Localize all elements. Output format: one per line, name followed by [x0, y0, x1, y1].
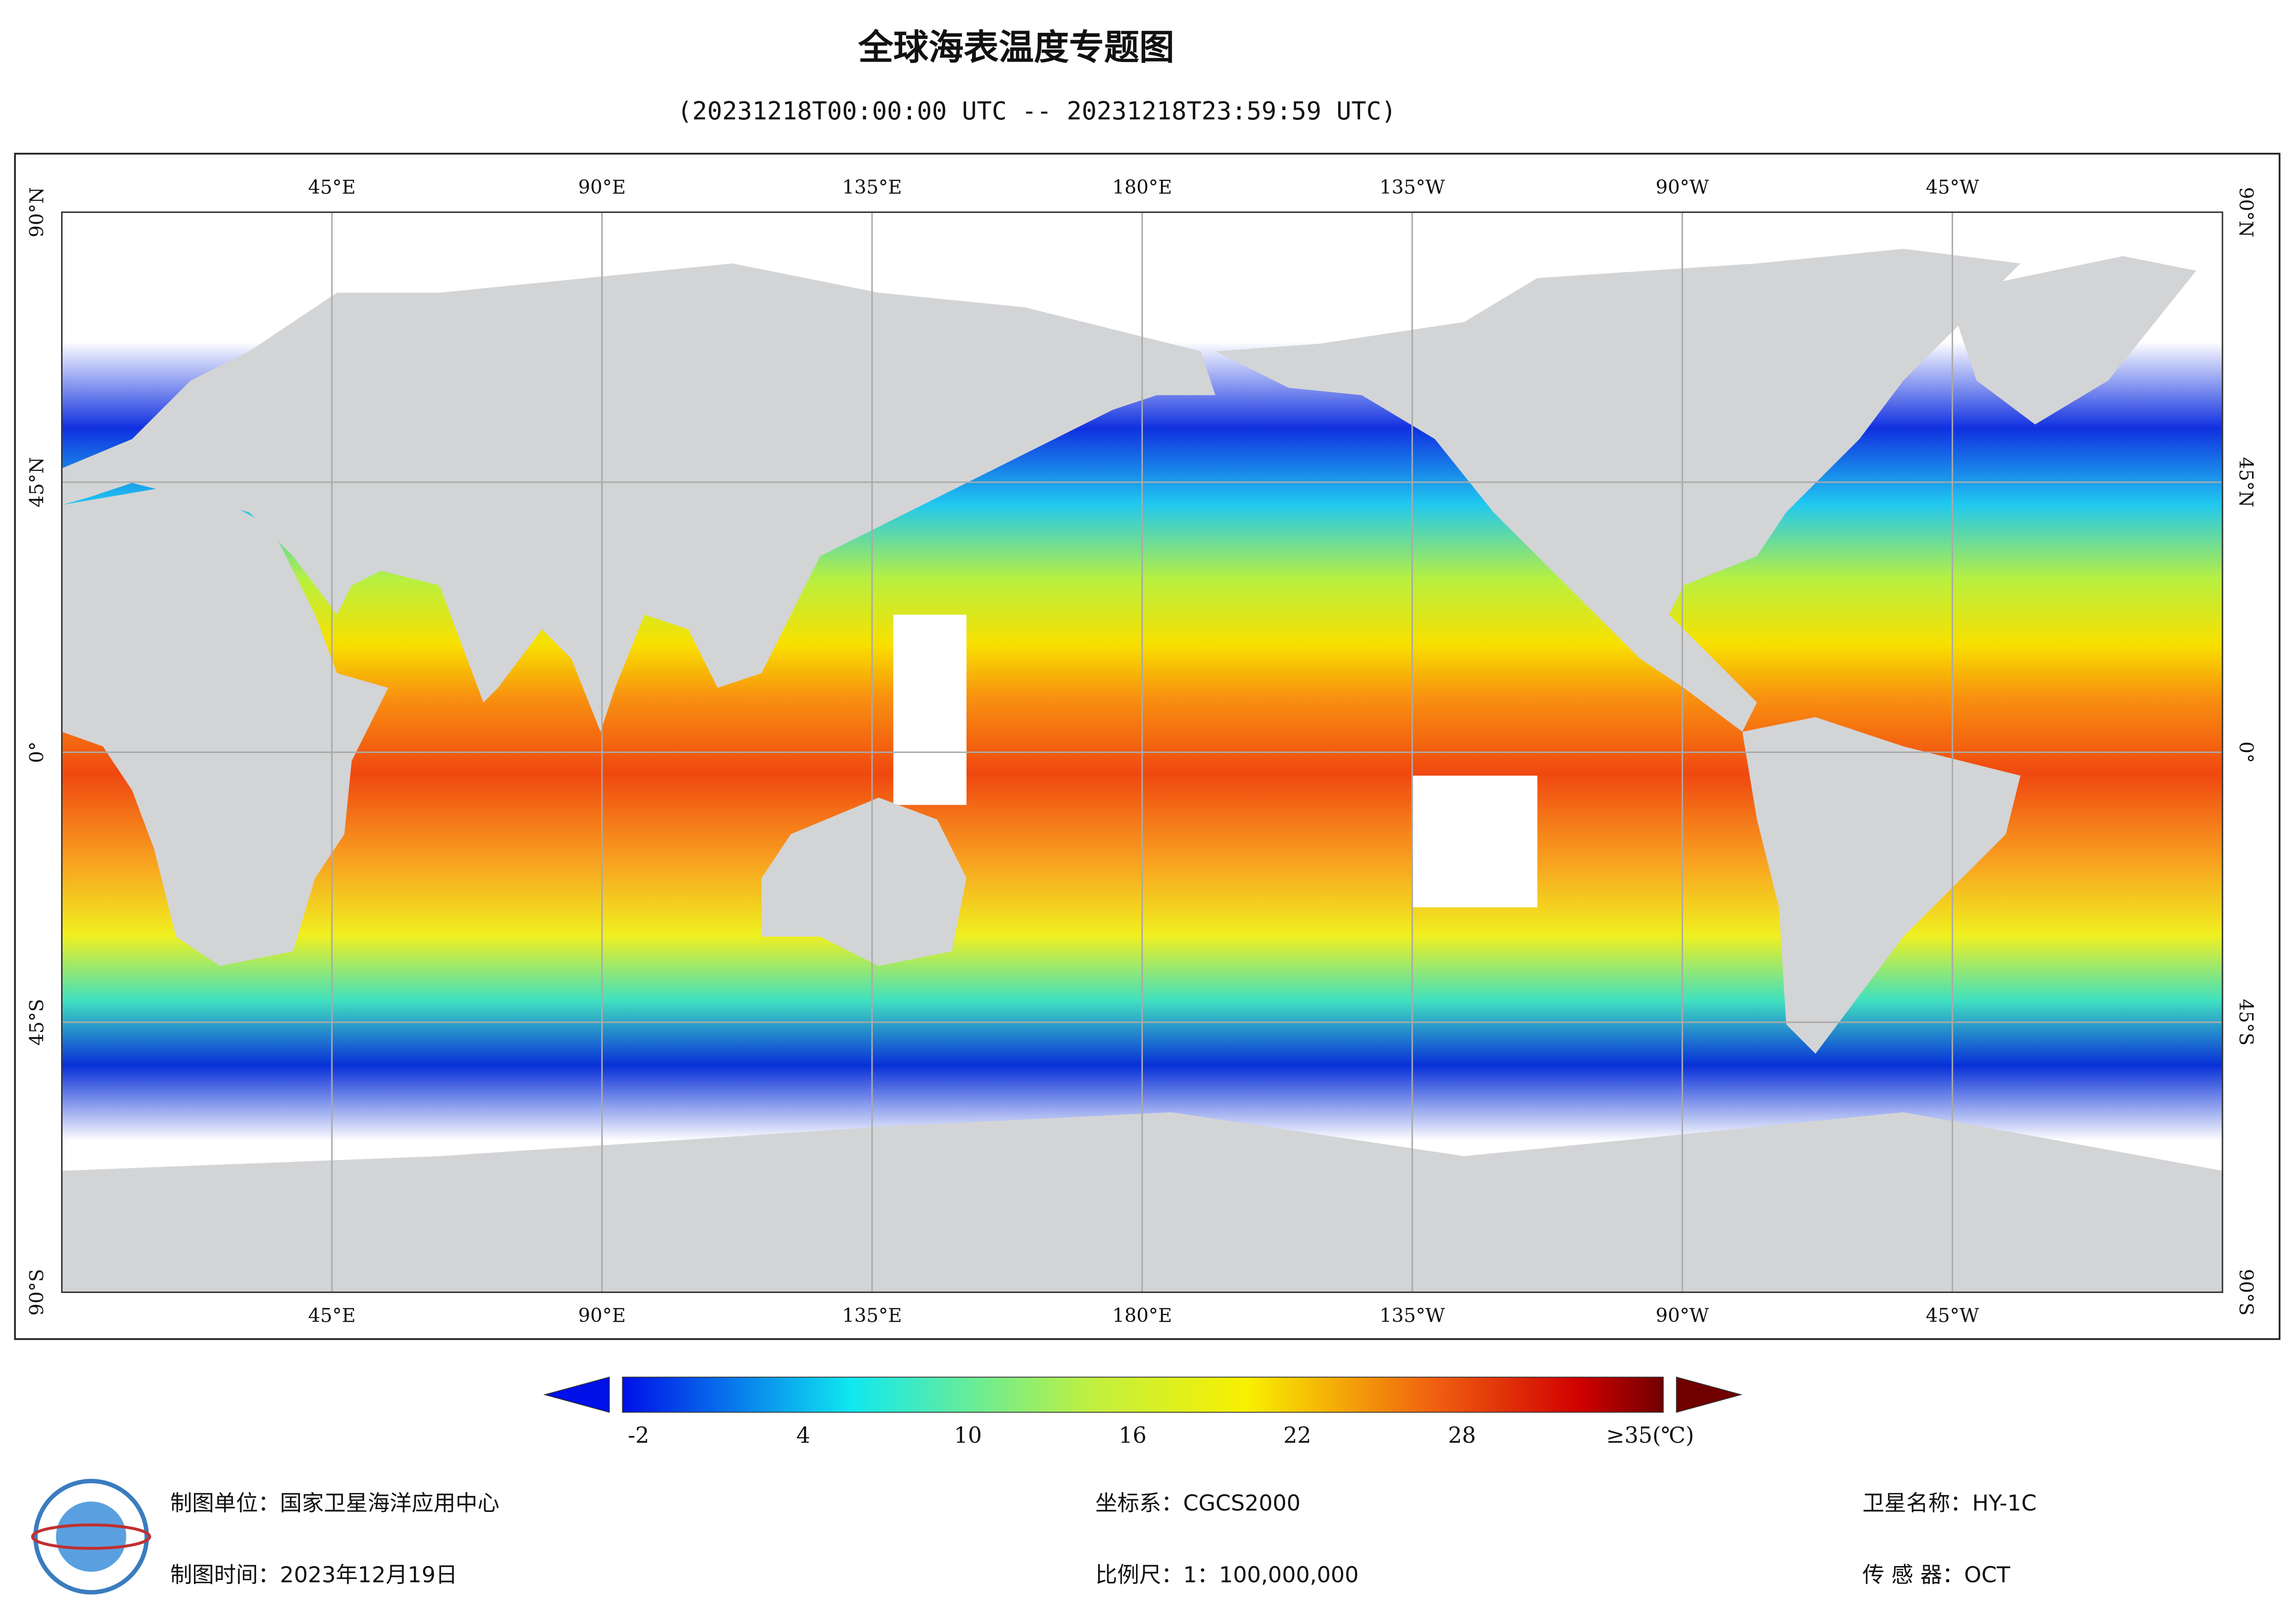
- lat-label-left: 0°: [25, 741, 48, 763]
- footer-date: 制图时间：2023年12月19日: [170, 1562, 458, 1588]
- cloud-gap: [1413, 776, 1538, 908]
- footer-crs: 坐标系：CGCS2000: [1095, 1491, 1300, 1516]
- lon-label-top: 90°E: [578, 176, 626, 198]
- lat-label-right: 0°: [2235, 741, 2257, 763]
- logo-orbit: [31, 1523, 151, 1550]
- lat-label-right: 90°S: [2235, 1269, 2257, 1316]
- lat-label-left: 45°N: [25, 457, 48, 508]
- colorbar-label: 10: [954, 1423, 982, 1448]
- land-south-america: [1742, 717, 2021, 1054]
- cloud-gap: [893, 615, 967, 805]
- lon-label-bottom: 135°E: [842, 1305, 902, 1327]
- lon-label-top: 45°E: [308, 176, 356, 198]
- map: [61, 211, 2223, 1293]
- lon-label-top: 135°W: [1379, 176, 1445, 198]
- lon-label-top: 180°E: [1112, 176, 1172, 198]
- footer-satellite: 卫星名称：HY-1C: [1862, 1491, 2037, 1516]
- colorbar-label: ≥35(℃): [1606, 1423, 1694, 1448]
- lon-label-bottom: 45°W: [1926, 1305, 1979, 1327]
- land-eurasia: [62, 263, 1216, 732]
- map-border: [61, 211, 2223, 1293]
- land-australia: [761, 797, 967, 966]
- colorbar-low-arrow: [543, 1376, 610, 1413]
- logo: [31, 1479, 151, 1595]
- lat-label-right: 45°N: [2235, 457, 2257, 508]
- colorbar-label: 16: [1119, 1423, 1147, 1448]
- lat-label-left: 45°S: [25, 999, 48, 1045]
- land-africa: [62, 483, 388, 966]
- colorbar: [622, 1376, 1664, 1413]
- map-frame: [14, 153, 2281, 1340]
- footer-unit: 制图单位：国家卫星海洋应用中心: [170, 1491, 499, 1516]
- land-north-america: [1215, 249, 2021, 732]
- land-greenland: [1947, 256, 2196, 425]
- footer-scale: 比例尺：1：100,000,000: [1095, 1562, 1359, 1588]
- colorbar-label: 4: [796, 1423, 810, 1448]
- colorbar-label: -2: [628, 1423, 649, 1448]
- colorbar-high-arrow: [1676, 1376, 1743, 1413]
- footer-sensor: 传 感 器：OCT: [1862, 1562, 2010, 1588]
- lon-label-bottom: 45°E: [308, 1305, 356, 1327]
- colorbar-label: 28: [1448, 1423, 1476, 1448]
- lon-label-top: 90°W: [1656, 176, 1710, 198]
- lon-label-top: 135°E: [842, 176, 902, 198]
- logo-globe: [56, 1501, 126, 1572]
- lon-label-bottom: 90°E: [578, 1305, 626, 1327]
- lon-label-bottom: 180°E: [1112, 1305, 1172, 1327]
- colorbar-label: 22: [1283, 1423, 1311, 1448]
- lat-label-right: 90°N: [2235, 187, 2257, 237]
- lat-label-right: 45°S: [2235, 999, 2257, 1045]
- lon-label-top: 45°W: [1926, 176, 1979, 198]
- lat-label-left: 90°S: [25, 1269, 48, 1316]
- subtitle: (20231218T00:00:00 UTC -- 20231218T23:59…: [677, 96, 1396, 125]
- lat-label-left: 90°N: [25, 187, 48, 237]
- lon-label-bottom: 135°W: [1379, 1305, 1445, 1327]
- title: 全球海表温度专题图: [858, 27, 1174, 68]
- lon-label-bottom: 90°W: [1656, 1305, 1710, 1327]
